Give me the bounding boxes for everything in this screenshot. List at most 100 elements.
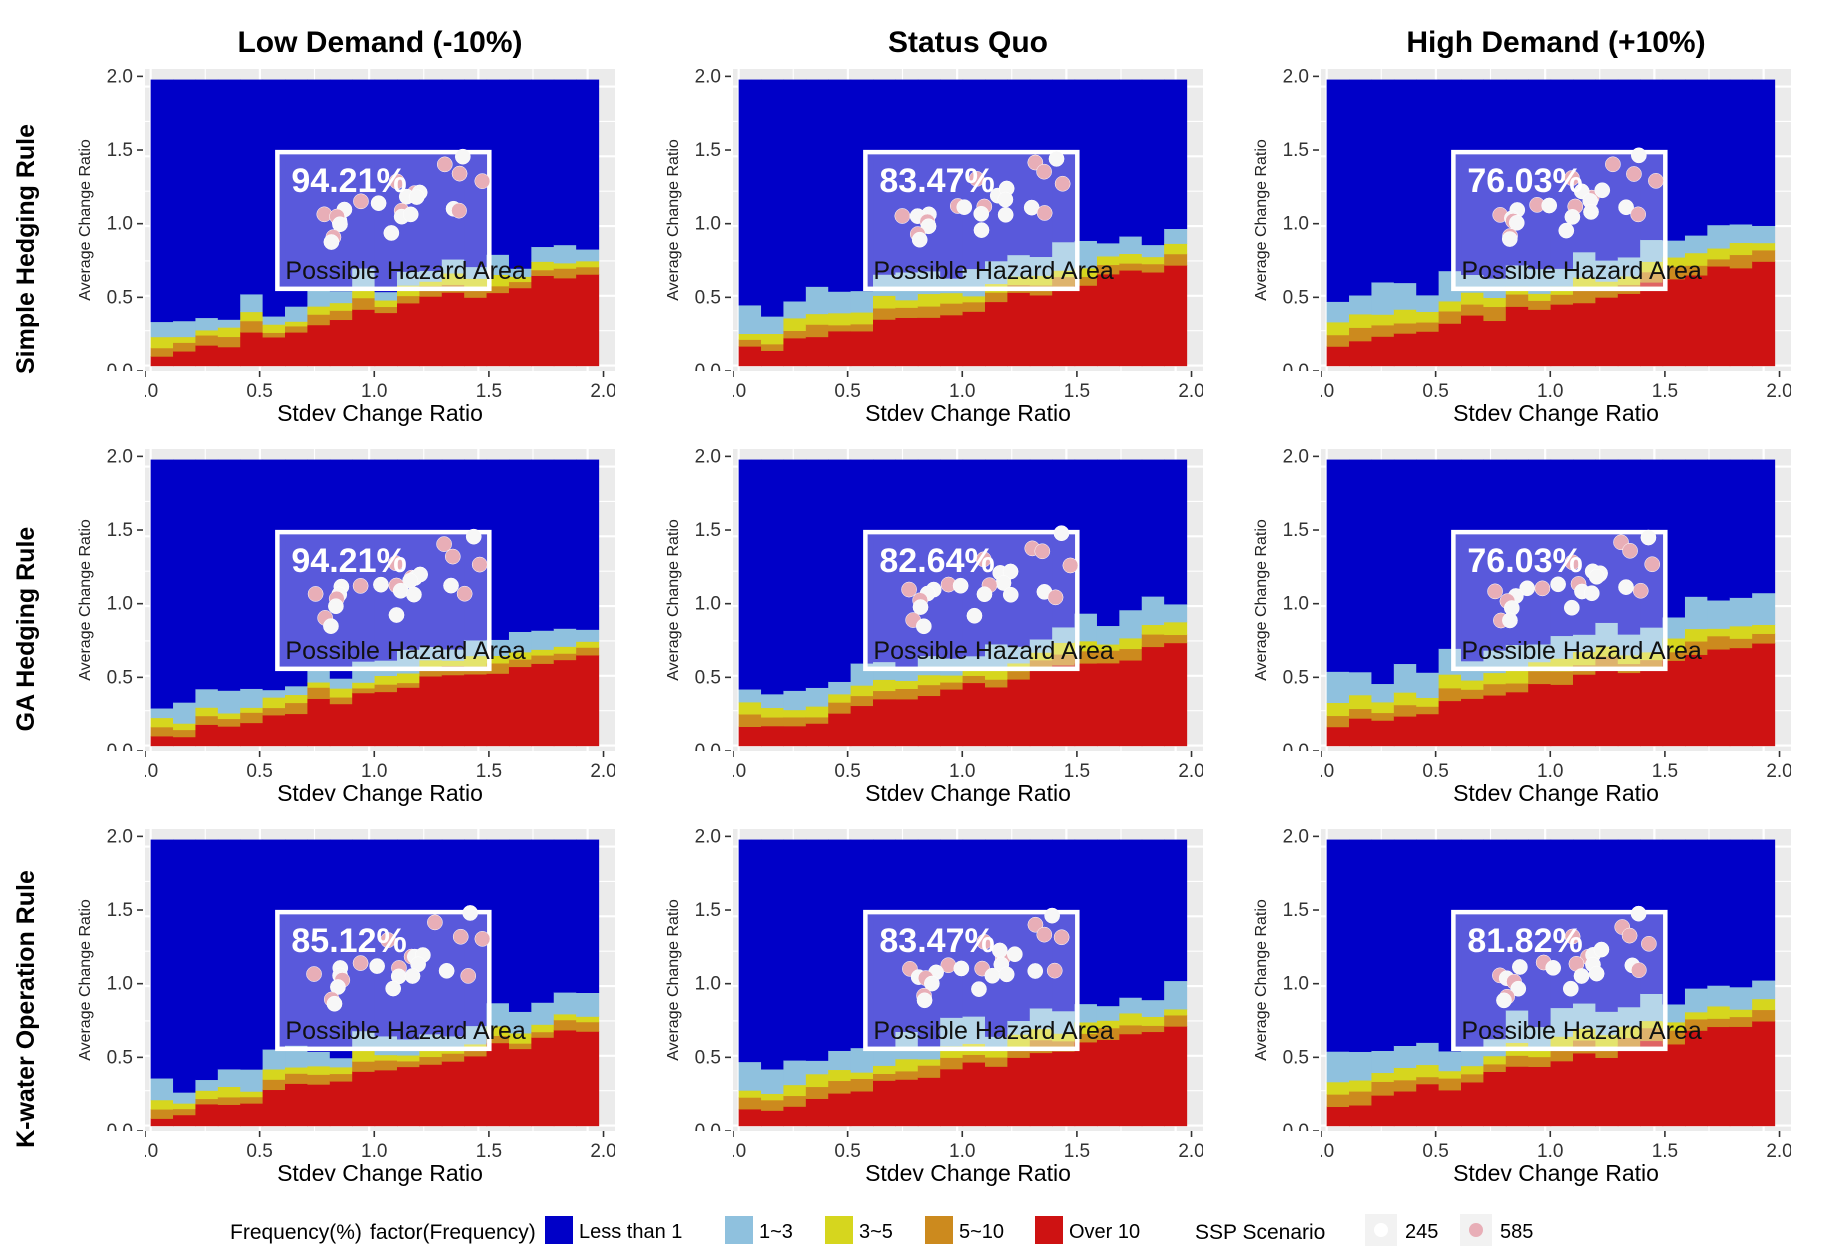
- svg-text:1.5: 1.5: [695, 520, 721, 541]
- svg-text:0.0: 0.0: [1283, 1121, 1309, 1131]
- svg-text:0.0: 0.0: [695, 741, 721, 751]
- svg-text:Stdev Change Ratio: Stdev Change Ratio: [865, 1160, 1071, 1186]
- svg-text:2.0: 2.0: [1283, 829, 1309, 847]
- svg-text:1.5: 1.5: [1064, 1141, 1090, 1162]
- svg-text:0.5: 0.5: [834, 761, 860, 782]
- svg-text:0.5: 0.5: [1283, 1047, 1309, 1068]
- svg-text:85.12%: 85.12%: [291, 922, 406, 960]
- svg-text:1.0: 1.0: [361, 761, 387, 782]
- svg-text:Stdev Change Ratio: Stdev Change Ratio: [865, 400, 1071, 426]
- svg-text:0.5: 0.5: [834, 381, 860, 402]
- svg-text:2.0: 2.0: [695, 829, 721, 847]
- svg-text:1.0: 1.0: [695, 594, 721, 615]
- svg-text:1.0: 1.0: [1537, 1141, 1563, 1162]
- svg-text:1.0: 1.0: [107, 214, 133, 235]
- svg-text:2.0: 2.0: [1283, 449, 1309, 467]
- svg-text:83.47%: 83.47%: [879, 922, 994, 960]
- svg-text:0.5: 0.5: [1422, 1141, 1448, 1162]
- svg-text:0.0: 0.0: [733, 761, 746, 782]
- svg-text:83.47%: 83.47%: [879, 162, 994, 200]
- svg-text:Stdev Change Ratio: Stdev Change Ratio: [277, 400, 483, 426]
- svg-text:0.0: 0.0: [1321, 1141, 1334, 1162]
- svg-text:Stdev Change Ratio: Stdev Change Ratio: [1453, 400, 1659, 426]
- svg-text:Possible Hazard Area: Possible Hazard Area: [873, 257, 1114, 285]
- svg-text:82.64%: 82.64%: [879, 542, 994, 580]
- svg-text:81.82%: 81.82%: [1467, 922, 1582, 960]
- svg-text:1.0: 1.0: [107, 974, 133, 995]
- svg-text:0.0: 0.0: [1321, 381, 1334, 402]
- svg-text:76.03%: 76.03%: [1467, 162, 1582, 200]
- svg-text:0.0: 0.0: [145, 761, 158, 782]
- svg-text:0.0: 0.0: [733, 381, 746, 402]
- svg-text:1.5: 1.5: [107, 140, 133, 161]
- svg-text:2.0: 2.0: [1178, 381, 1203, 402]
- svg-text:1.5: 1.5: [1652, 761, 1678, 782]
- svg-text:0.0: 0.0: [695, 361, 721, 371]
- svg-text:1.5: 1.5: [1652, 1141, 1678, 1162]
- svg-text:1.0: 1.0: [107, 594, 133, 615]
- svg-text:0.5: 0.5: [246, 1141, 272, 1162]
- svg-text:94.21%: 94.21%: [291, 162, 406, 200]
- svg-text:0.5: 0.5: [107, 287, 133, 308]
- svg-text:1.0: 1.0: [949, 381, 975, 402]
- svg-text:1.5: 1.5: [1283, 140, 1309, 161]
- svg-text:1.5: 1.5: [107, 900, 133, 921]
- svg-text:1.0: 1.0: [695, 214, 721, 235]
- svg-text:0.5: 0.5: [246, 761, 272, 782]
- svg-text:0.5: 0.5: [834, 1141, 860, 1162]
- svg-text:0.5: 0.5: [695, 667, 721, 688]
- svg-text:0.0: 0.0: [107, 361, 133, 371]
- svg-text:2.0: 2.0: [107, 69, 133, 87]
- svg-text:Possible Hazard Area: Possible Hazard Area: [285, 637, 526, 665]
- svg-text:1.5: 1.5: [476, 381, 502, 402]
- svg-text:0.5: 0.5: [107, 1047, 133, 1068]
- svg-text:Stdev Change Ratio: Stdev Change Ratio: [1453, 1160, 1659, 1186]
- svg-text:Stdev Change Ratio: Stdev Change Ratio: [277, 780, 483, 806]
- svg-text:2.0: 2.0: [590, 761, 615, 782]
- svg-text:Stdev Change Ratio: Stdev Change Ratio: [1453, 780, 1659, 806]
- svg-text:2.0: 2.0: [1766, 761, 1791, 782]
- svg-text:0.5: 0.5: [1283, 287, 1309, 308]
- svg-text:0.0: 0.0: [1283, 741, 1309, 751]
- svg-text:Stdev Change Ratio: Stdev Change Ratio: [865, 780, 1071, 806]
- svg-text:1.0: 1.0: [949, 1141, 975, 1162]
- svg-text:1.0: 1.0: [1537, 381, 1563, 402]
- svg-text:2.0: 2.0: [1178, 1141, 1203, 1162]
- svg-text:2.0: 2.0: [107, 829, 133, 847]
- svg-text:1.0: 1.0: [1283, 594, 1309, 615]
- svg-text:Possible Hazard Area: Possible Hazard Area: [1461, 257, 1702, 285]
- svg-text:Possible Hazard Area: Possible Hazard Area: [873, 637, 1114, 665]
- svg-text:Possible Hazard Area: Possible Hazard Area: [873, 1017, 1114, 1045]
- svg-text:Possible Hazard Area: Possible Hazard Area: [1461, 1017, 1702, 1045]
- svg-text:1.0: 1.0: [361, 1141, 387, 1162]
- svg-text:Possible Hazard Area: Possible Hazard Area: [285, 257, 526, 285]
- svg-text:2.0: 2.0: [1766, 381, 1791, 402]
- svg-text:1.5: 1.5: [1283, 520, 1309, 541]
- svg-text:94.21%: 94.21%: [291, 542, 406, 580]
- svg-text:0.5: 0.5: [1422, 761, 1448, 782]
- svg-text:1.5: 1.5: [1652, 381, 1678, 402]
- svg-text:0.5: 0.5: [695, 287, 721, 308]
- svg-text:Stdev Change Ratio: Stdev Change Ratio: [277, 1160, 483, 1186]
- svg-text:1.0: 1.0: [1283, 974, 1309, 995]
- svg-text:0.0: 0.0: [695, 1121, 721, 1131]
- svg-text:1.5: 1.5: [1064, 761, 1090, 782]
- svg-text:0.0: 0.0: [145, 381, 158, 402]
- svg-text:1.5: 1.5: [107, 520, 133, 541]
- svg-text:1.5: 1.5: [1064, 381, 1090, 402]
- svg-text:0.0: 0.0: [107, 1121, 133, 1131]
- svg-text:1.0: 1.0: [1283, 214, 1309, 235]
- svg-text:0.5: 0.5: [107, 667, 133, 688]
- svg-text:0.0: 0.0: [1321, 761, 1334, 782]
- svg-text:0.5: 0.5: [246, 381, 272, 402]
- svg-text:1.5: 1.5: [695, 140, 721, 161]
- svg-text:Possible Hazard Area: Possible Hazard Area: [1461, 637, 1702, 665]
- svg-text:0.5: 0.5: [1283, 667, 1309, 688]
- svg-text:0.5: 0.5: [695, 1047, 721, 1068]
- svg-text:2.0: 2.0: [1178, 761, 1203, 782]
- svg-text:0.0: 0.0: [145, 1141, 158, 1162]
- svg-text:1.0: 1.0: [361, 381, 387, 402]
- svg-text:Possible Hazard Area: Possible Hazard Area: [285, 1017, 526, 1045]
- svg-text:2.0: 2.0: [107, 449, 133, 467]
- svg-text:1.5: 1.5: [476, 761, 502, 782]
